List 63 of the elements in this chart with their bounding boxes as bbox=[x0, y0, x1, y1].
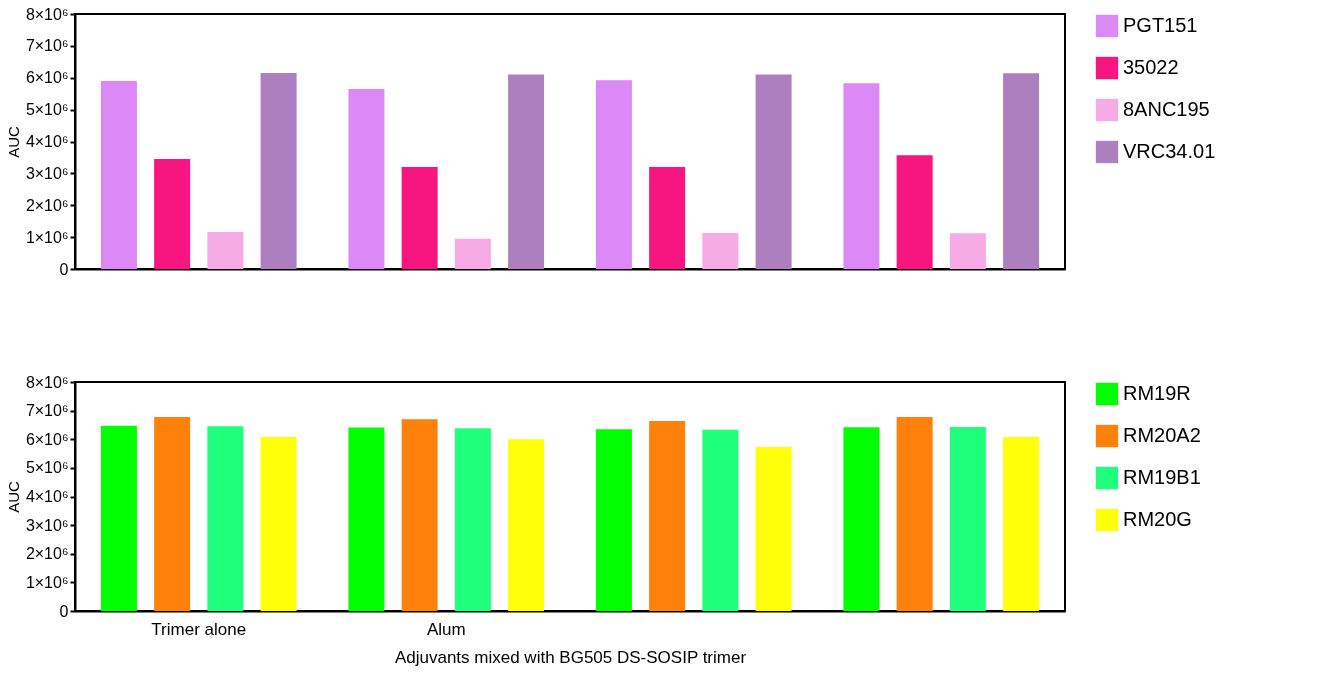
y-tick-label: 0 bbox=[59, 602, 69, 620]
legend-label: 8ANC195 bbox=[1123, 98, 1210, 120]
bar bbox=[401, 419, 438, 611]
bar bbox=[896, 155, 933, 269]
bar bbox=[348, 88, 385, 269]
legend-label: VRC34.01 bbox=[1123, 140, 1216, 162]
y-axis-title: AUC bbox=[4, 481, 22, 513]
y-tick-label: 7×10⁶ bbox=[25, 37, 69, 55]
legend-label: RM20A2 bbox=[1123, 424, 1201, 446]
bar bbox=[260, 436, 297, 611]
y-tick-label: 8×10⁶ bbox=[25, 373, 69, 391]
y-tick-label: 6×10⁶ bbox=[25, 69, 69, 87]
y-tick-label: 2×10⁶ bbox=[25, 196, 69, 214]
y-tick-label: 4×10⁶ bbox=[25, 133, 69, 150]
bar bbox=[843, 83, 880, 269]
bar bbox=[595, 80, 632, 269]
bar bbox=[1003, 73, 1040, 269]
bar bbox=[649, 167, 686, 269]
x-tick-label: Alum bbox=[426, 619, 466, 639]
bar bbox=[508, 439, 545, 611]
y-tick-label: 0 bbox=[59, 260, 69, 278]
y-tick-label: 8×10⁶ bbox=[25, 5, 69, 23]
bar bbox=[100, 425, 137, 611]
x-tick-label: Trimer alone bbox=[151, 619, 247, 639]
bar bbox=[595, 429, 632, 611]
bar bbox=[702, 232, 739, 269]
bar bbox=[260, 72, 297, 269]
bar bbox=[454, 428, 491, 611]
bar bbox=[154, 159, 191, 269]
legend-label: RM19B1 bbox=[1123, 466, 1201, 488]
bar bbox=[755, 74, 792, 269]
legend-label: PGT151 bbox=[1123, 14, 1198, 36]
bar bbox=[454, 238, 491, 269]
bar bbox=[755, 446, 792, 611]
bar bbox=[100, 80, 137, 269]
bar bbox=[508, 74, 545, 269]
bar bbox=[207, 232, 244, 269]
y-tick-label: 6×10⁶ bbox=[25, 430, 69, 448]
y-tick-label: 2×10⁶ bbox=[25, 545, 69, 563]
bar bbox=[896, 416, 933, 611]
bar bbox=[843, 427, 880, 611]
bar bbox=[348, 427, 385, 611]
y-tick-label: 1×10⁶ bbox=[25, 573, 69, 591]
y-tick-label: 1×10⁶ bbox=[25, 228, 69, 246]
y-axis-title: AUC bbox=[4, 126, 22, 158]
y-tick-label: 3×10⁶ bbox=[25, 516, 69, 534]
bar bbox=[702, 429, 739, 611]
x-axis-title: Adjuvants mixed with BG505 DS-SOSIP trimer bbox=[394, 647, 747, 667]
y-tick-label: 7×10⁶ bbox=[25, 402, 69, 420]
y-tick-label: 4×10⁶ bbox=[25, 488, 69, 505]
legend-label: RM19R bbox=[1123, 382, 1191, 404]
legend-label: 35022 bbox=[1123, 56, 1179, 78]
y-tick-label: 5×10⁶ bbox=[25, 459, 69, 477]
legend-label: RM20G bbox=[1123, 508, 1192, 530]
bar bbox=[401, 167, 438, 269]
y-tick-label: 3×10⁶ bbox=[25, 164, 69, 182]
bar bbox=[949, 426, 986, 611]
bar bbox=[1003, 436, 1040, 611]
bar bbox=[949, 233, 986, 269]
bar bbox=[207, 426, 244, 611]
bar bbox=[649, 420, 686, 611]
bar bbox=[154, 416, 191, 611]
y-tick-label: 5×10⁶ bbox=[25, 101, 69, 119]
